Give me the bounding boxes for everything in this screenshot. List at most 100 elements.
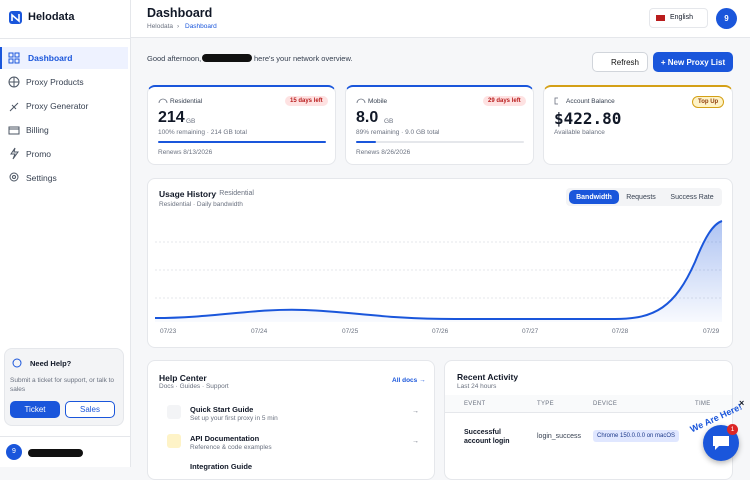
card-detail: 89% remaining · 9.0 GB total [356,129,440,136]
rect [14,58,20,64]
section-subtitle: Last 24 hours [457,383,497,390]
greeting: here's your network overview. [254,54,353,63]
ticket-button[interactable]: Ticket [10,401,60,418]
g [155,241,723,299]
card-amount: 214 [158,109,185,126]
card-icons [158,97,558,105]
x-label: 07/27 [522,328,539,335]
card-badge: 29 days left [483,96,526,106]
path [155,220,723,320]
language: English [670,14,693,21]
circle [12,358,22,368]
section-title: Help Center [159,373,207,383]
rect [14,52,20,58]
column-header: DEVICE [593,401,618,407]
close[interactable]: × [739,398,745,408]
greeting: Good afternoon, [147,54,202,63]
path [356,98,366,104]
chat-badge: 1 [727,424,738,435]
doc-icon [167,434,181,448]
nav-item[interactable]: Proxy Products [26,77,84,87]
new-proxy-button[interactable]: + New Proxy List [653,52,733,72]
nav-icons [8,52,20,182]
arrow: → [412,408,419,415]
card-label: Account Balance [566,98,615,105]
column-header: TYPE [537,401,554,407]
circle [9,172,19,182]
recent-activity [444,360,733,480]
progress [158,141,326,143]
nav-item[interactable]: Promo [26,149,52,159]
table-head [445,395,732,413]
progress [356,141,524,143]
help-text: sales [10,386,26,393]
header-avatar[interactable]: 9 [716,8,737,29]
rect [8,58,14,64]
doc-icon [167,405,181,419]
chat-icon [713,436,729,450]
nav-item[interactable]: Settings [26,173,57,183]
nav-item[interactable]: Dashboard [0,47,128,69]
x-label: 07/28 [612,328,629,335]
card-amount: $422.80 [554,109,622,128]
refresh-button[interactable]: Refresh [592,52,648,72]
x-label: 07/24 [251,328,268,335]
brand: Helodata [28,11,75,23]
path [11,13,20,23]
card-badge: 15 days left [285,96,328,106]
help-center [147,360,435,480]
doc-desc: Reference & code examples [190,444,272,451]
doc-title[interactable]: API Documentation [190,434,260,443]
tab[interactable]: Bandwidth [569,190,619,204]
doc-title[interactable]: Quick Start Guide [190,405,254,414]
x-label: 07/23 [160,328,177,335]
x-label: 07/29 [703,328,720,335]
section-title: Recent Activity [457,372,519,382]
path [155,221,722,322]
column-header: EVENT [464,401,486,407]
header [131,0,750,38]
divider [0,436,131,437]
breadcrumb: Dashboard [185,23,217,30]
usage-title: Usage History [159,189,217,199]
nav-item[interactable]: Billing [26,125,49,135]
device: Chrome 150.0.0.0 on macOS [593,430,680,442]
top-up-button[interactable]: Top Up [692,96,725,108]
page-title: Dashboard [147,6,213,20]
tab[interactable]: Requests [626,193,656,201]
redacted [28,449,83,457]
sales-button[interactable]: Sales [65,401,115,418]
language-select[interactable] [649,8,708,28]
card-amount: 8.0 [356,109,379,126]
redacted [202,54,252,62]
event: Successful [464,429,501,436]
x-label: 07/25 [342,328,359,335]
card-renews: Renews 8/26/2026 [356,149,411,156]
card-label: Residential [170,98,203,105]
divider [0,38,131,39]
rect [8,52,14,58]
card-unit: GB [186,118,196,125]
card-renews: Renews 8/13/2026 [158,149,213,156]
type: login_success [537,433,581,440]
card-detail: Available balance [554,129,605,136]
card-unit: GB [384,118,394,125]
usage-chart [155,220,723,322]
usage-subtitle: Residential · Daily bandwidth [159,201,243,208]
usage-title2: · Residential [215,190,254,197]
tab[interactable]: Success Rate [670,193,714,201]
circle [12,175,16,179]
user-avatar: 9 [6,444,22,460]
event: account login [464,438,510,445]
help-icon [12,358,22,368]
logo [9,11,22,24]
card-detail: 100% remaining · 214 GB total [158,129,247,136]
path [9,102,19,112]
breadcrumb: Helodata [147,23,174,30]
progress-fill [356,141,376,143]
rect [554,97,558,105]
x-label: 07/26 [432,328,449,335]
nav-item[interactable]: Proxy Generator [26,101,89,111]
all-docs-link[interactable]: All docs → [392,377,426,384]
